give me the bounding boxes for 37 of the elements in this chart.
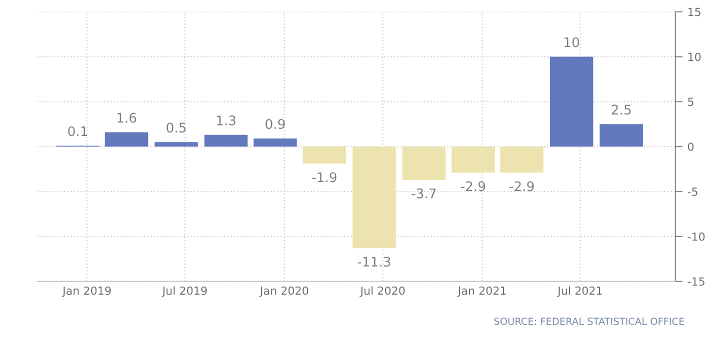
data-label: -3.7	[412, 188, 436, 198]
bar	[352, 146, 396, 248]
y-tick-label: -10	[688, 232, 705, 241]
y-tick-label: 5	[688, 98, 694, 106]
bar	[302, 146, 346, 164]
data-label: 1.3	[216, 115, 236, 126]
bar	[550, 56, 594, 147]
data-label: 2.5	[612, 104, 631, 115]
x-tick-label: Jul 2020	[360, 286, 405, 297]
data-label: 1.6	[117, 112, 136, 123]
x-tick-label: Jan 2020	[259, 286, 308, 297]
data-label: -2.9	[510, 181, 534, 192]
bar	[254, 138, 297, 147]
y-tick-label: -5	[688, 188, 698, 196]
data-label: 0.5	[166, 122, 186, 133]
y-tick-label: 15	[688, 8, 700, 16]
bar	[500, 146, 544, 173]
bar	[452, 146, 495, 173]
x-tick-label: Jul 2021	[557, 286, 602, 297]
data-label: -1.9	[312, 172, 336, 182]
data-label: 10	[564, 37, 580, 48]
y-tick-label: -15	[688, 278, 704, 286]
bar	[402, 146, 446, 180]
data-label: 0.1	[68, 126, 88, 136]
source-note: SOURCE: FEDERAL STATISTICAL OFFICE	[494, 318, 684, 326]
data-label: -11.3	[358, 256, 390, 267]
x-tick-label: Jan 2021	[457, 286, 506, 297]
y-tick-label: 10	[688, 52, 701, 62]
y-tick-label: 0	[688, 142, 694, 151]
x-tick-label: Jul 2019	[162, 286, 207, 297]
x-tick-label: Jan 2019	[62, 286, 111, 297]
bar	[104, 132, 148, 147]
data-label: -2.9	[460, 181, 486, 192]
bar	[204, 134, 248, 147]
data-label: 0.9	[266, 119, 285, 130]
bar	[154, 142, 198, 147]
bar	[600, 124, 643, 147]
